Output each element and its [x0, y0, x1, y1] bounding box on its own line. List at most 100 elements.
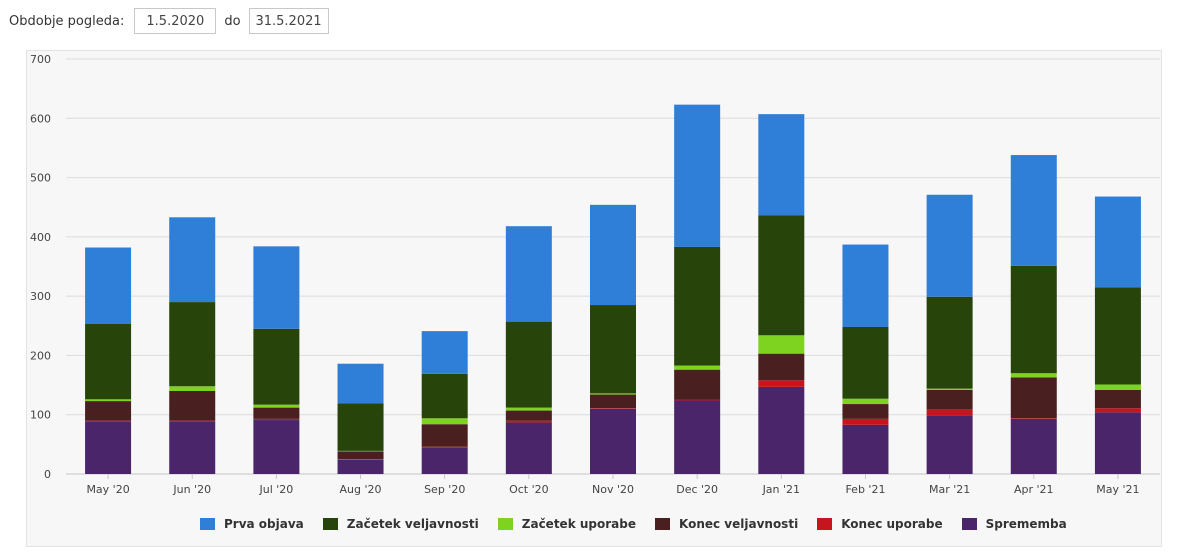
- x-tick-label: Jun '20: [172, 483, 211, 496]
- bar-segment[interactable]: [590, 408, 636, 474]
- bar-segment[interactable]: [337, 451, 384, 460]
- bar-segment[interactable]: [1010, 373, 1057, 378]
- bar-segment[interactable]: [337, 459, 384, 474]
- x-axis-ticks: May '20 Jun '20 Jul '20 Aug '20 Sep '20 Oct '…: [86, 474, 1140, 496]
- bar-segment[interactable]: [590, 394, 636, 409]
- bar-segment[interactable]: [421, 418, 468, 425]
- date-to-input[interactable]: [248, 8, 329, 34]
- legend-item[interactable]: Začetek uporabe: [497, 517, 636, 531]
- legend-label: Konec veljavnosti: [678, 517, 799, 531]
- bar-segment[interactable]: [85, 420, 132, 422]
- bar-segment[interactable]: [253, 418, 300, 421]
- bar-segment[interactable]: [590, 204, 636, 306]
- bar-segment[interactable]: [590, 408, 636, 409]
- bar-segment[interactable]: [758, 215, 805, 336]
- bar-segment[interactable]: [337, 450, 384, 452]
- bar-segment[interactable]: [169, 302, 216, 387]
- bar-segment[interactable]: [674, 369, 721, 400]
- legend-item[interactable]: Sprememba: [961, 517, 1067, 531]
- bar-segment[interactable]: [505, 226, 552, 322]
- bar-segment[interactable]: [1094, 408, 1141, 413]
- bar-segment[interactable]: [505, 420, 552, 423]
- bar-segment[interactable]: [842, 404, 889, 419]
- legend-item[interactable]: Konec veljavnosti: [654, 517, 799, 531]
- bar-segment[interactable]: [926, 415, 973, 474]
- bar-segment[interactable]: [253, 328, 300, 405]
- bar-segment[interactable]: [590, 305, 636, 394]
- bar-segment[interactable]: [842, 326, 889, 399]
- bar-segment[interactable]: [505, 321, 552, 408]
- legend-label: Konec uporabe: [841, 517, 943, 531]
- legend-swatch: [200, 518, 215, 530]
- bar-segment[interactable]: [505, 422, 552, 474]
- bar-segment[interactable]: [1010, 418, 1057, 474]
- legend-item[interactable]: Začetek veljavnosti: [322, 517, 479, 531]
- bar-segment[interactable]: [337, 363, 384, 404]
- bar-segment[interactable]: [674, 365, 721, 370]
- bar-segment[interactable]: [169, 391, 216, 421]
- bar-segment[interactable]: [253, 246, 300, 329]
- bar-segment[interactable]: [1094, 287, 1141, 385]
- period-separator: do: [224, 13, 241, 29]
- bar-segment[interactable]: [926, 388, 973, 390]
- bar-segment[interactable]: [842, 424, 889, 474]
- date-from-input[interactable]: [134, 8, 217, 34]
- bar-segment[interactable]: [337, 459, 384, 460]
- bar-segment[interactable]: [421, 424, 468, 447]
- bar-segment[interactable]: [842, 244, 889, 327]
- bar-segment[interactable]: [926, 389, 973, 410]
- legend-item[interactable]: Konec uporabe: [817, 517, 943, 531]
- bar-segment[interactable]: [674, 399, 721, 401]
- bar-segment[interactable]: [1010, 418, 1057, 419]
- bars: [85, 104, 1141, 474]
- bar-segment[interactable]: [674, 104, 721, 247]
- bar-segment[interactable]: [674, 400, 721, 474]
- bar-segment[interactable]: [1094, 412, 1141, 474]
- x-tick-label: Dec '20: [676, 483, 718, 496]
- bar-segment[interactable]: [421, 447, 468, 474]
- bar-segment[interactable]: [926, 296, 973, 389]
- bar-segment[interactable]: [842, 398, 889, 405]
- bar-segment[interactable]: [169, 386, 216, 391]
- x-tick-label: May '20: [86, 483, 129, 496]
- bar-segment[interactable]: [842, 418, 889, 425]
- bar-segment[interactable]: [758, 386, 805, 474]
- bar-segment[interactable]: [85, 399, 132, 402]
- bar-segment[interactable]: [85, 247, 132, 325]
- bar-segment[interactable]: [337, 403, 384, 451]
- bar-segment[interactable]: [1094, 384, 1141, 390]
- bar-segment[interactable]: [169, 420, 216, 422]
- bar-segment[interactable]: [1010, 377, 1057, 419]
- bar-segment[interactable]: [85, 401, 132, 421]
- bar-segment[interactable]: [169, 217, 216, 303]
- bar-segment[interactable]: [926, 409, 973, 416]
- bar-segment[interactable]: [758, 353, 805, 381]
- bar-segment[interactable]: [926, 194, 973, 297]
- bar-segment[interactable]: [253, 404, 300, 408]
- bar-segment[interactable]: [1010, 265, 1057, 374]
- y-tick-label: 500: [30, 172, 51, 185]
- bar-segment[interactable]: [758, 335, 805, 354]
- bar-segment[interactable]: [590, 393, 636, 395]
- bar-segment[interactable]: [758, 380, 805, 387]
- bar-segment[interactable]: [505, 407, 552, 411]
- bar-segment[interactable]: [421, 373, 468, 419]
- bar-segment[interactable]: [1094, 196, 1141, 288]
- x-tick-label: May '21: [1096, 483, 1139, 496]
- bar-segment[interactable]: [1094, 389, 1141, 409]
- bar-segment[interactable]: [253, 420, 300, 474]
- bar-segment[interactable]: [421, 331, 468, 374]
- bar-segment[interactable]: [85, 324, 132, 400]
- bar-segment[interactable]: [758, 114, 805, 216]
- bar-segment[interactable]: [169, 421, 216, 474]
- bar-segment[interactable]: [421, 446, 468, 448]
- bar-segment[interactable]: [253, 407, 300, 419]
- bar-segment[interactable]: [505, 410, 552, 421]
- bar-segment[interactable]: [674, 246, 721, 366]
- bar-segment[interactable]: [1010, 155, 1057, 266]
- bar-segment[interactable]: [85, 421, 132, 474]
- legend-item[interactable]: Prva objava: [200, 517, 304, 531]
- y-tick-label: 200: [30, 349, 51, 362]
- legend-label: Začetek veljavnosti: [346, 517, 479, 531]
